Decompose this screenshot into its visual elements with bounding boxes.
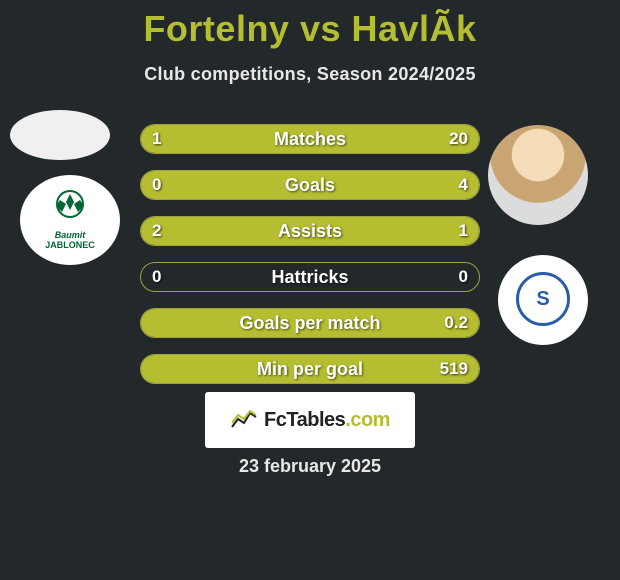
stat-bar-track bbox=[140, 170, 480, 200]
left-club-badge-text: Baumit JABLONEC bbox=[45, 190, 95, 251]
stat-row: 1Matches20 bbox=[140, 124, 480, 154]
stat-bar-track bbox=[140, 354, 480, 384]
stat-row: Min per goal519 bbox=[140, 354, 480, 384]
stat-bar-right-fill bbox=[141, 355, 479, 383]
stat-bar-track bbox=[140, 262, 480, 292]
stat-bar-right-fill bbox=[157, 125, 479, 153]
stat-value-left: 2 bbox=[152, 216, 161, 246]
footer-brand: FcTables.com bbox=[205, 392, 415, 448]
stat-row: 0Hattricks0 bbox=[140, 262, 480, 292]
stat-bar-left-fill bbox=[141, 217, 366, 245]
comparison-subtitle: Club competitions, Season 2024/2025 bbox=[0, 64, 620, 85]
footer-date: 23 february 2025 bbox=[0, 456, 620, 477]
stat-value-right: 4 bbox=[459, 170, 468, 200]
stat-bar-right-fill bbox=[141, 171, 479, 199]
stat-value-right: 519 bbox=[440, 354, 468, 384]
stat-value-right: 0.2 bbox=[444, 308, 468, 338]
stat-value-right: 20 bbox=[449, 124, 468, 154]
stat-value-left: 0 bbox=[152, 170, 161, 200]
left-club-line3: JABLONEC bbox=[45, 241, 95, 251]
stat-value-right: 1 bbox=[459, 216, 468, 246]
stat-row: 2Assists1 bbox=[140, 216, 480, 246]
left-player-avatar bbox=[10, 110, 110, 160]
stat-bar-track bbox=[140, 308, 480, 338]
comparison-title: Fortelny vs HavlÃ­k bbox=[0, 0, 620, 50]
chart-icon bbox=[230, 409, 258, 431]
left-club-badge: Baumit JABLONEC bbox=[20, 175, 120, 265]
right-club-badge-inner: S bbox=[516, 272, 570, 328]
stat-row: 0Goals4 bbox=[140, 170, 480, 200]
stat-bar-track bbox=[140, 124, 480, 154]
stat-row: Goals per match0.2 bbox=[140, 308, 480, 338]
stat-bar-track bbox=[140, 216, 480, 246]
stat-bar-right-fill bbox=[141, 309, 479, 337]
stat-value-left: 0 bbox=[152, 262, 161, 292]
stat-value-left: 1 bbox=[152, 124, 161, 154]
stats-panel: 1Matches20 0Goals4 2Assists1 0Hattricks0 Goa… bbox=[140, 124, 480, 400]
stat-value-right: 0 bbox=[459, 262, 468, 292]
right-club-badge: S bbox=[498, 255, 588, 345]
right-player-avatar bbox=[488, 125, 588, 225]
footer-brand-suffix: .com bbox=[345, 409, 390, 432]
right-club-letter: S bbox=[516, 272, 570, 326]
footer-brand-prefix: FcTables bbox=[264, 409, 345, 432]
